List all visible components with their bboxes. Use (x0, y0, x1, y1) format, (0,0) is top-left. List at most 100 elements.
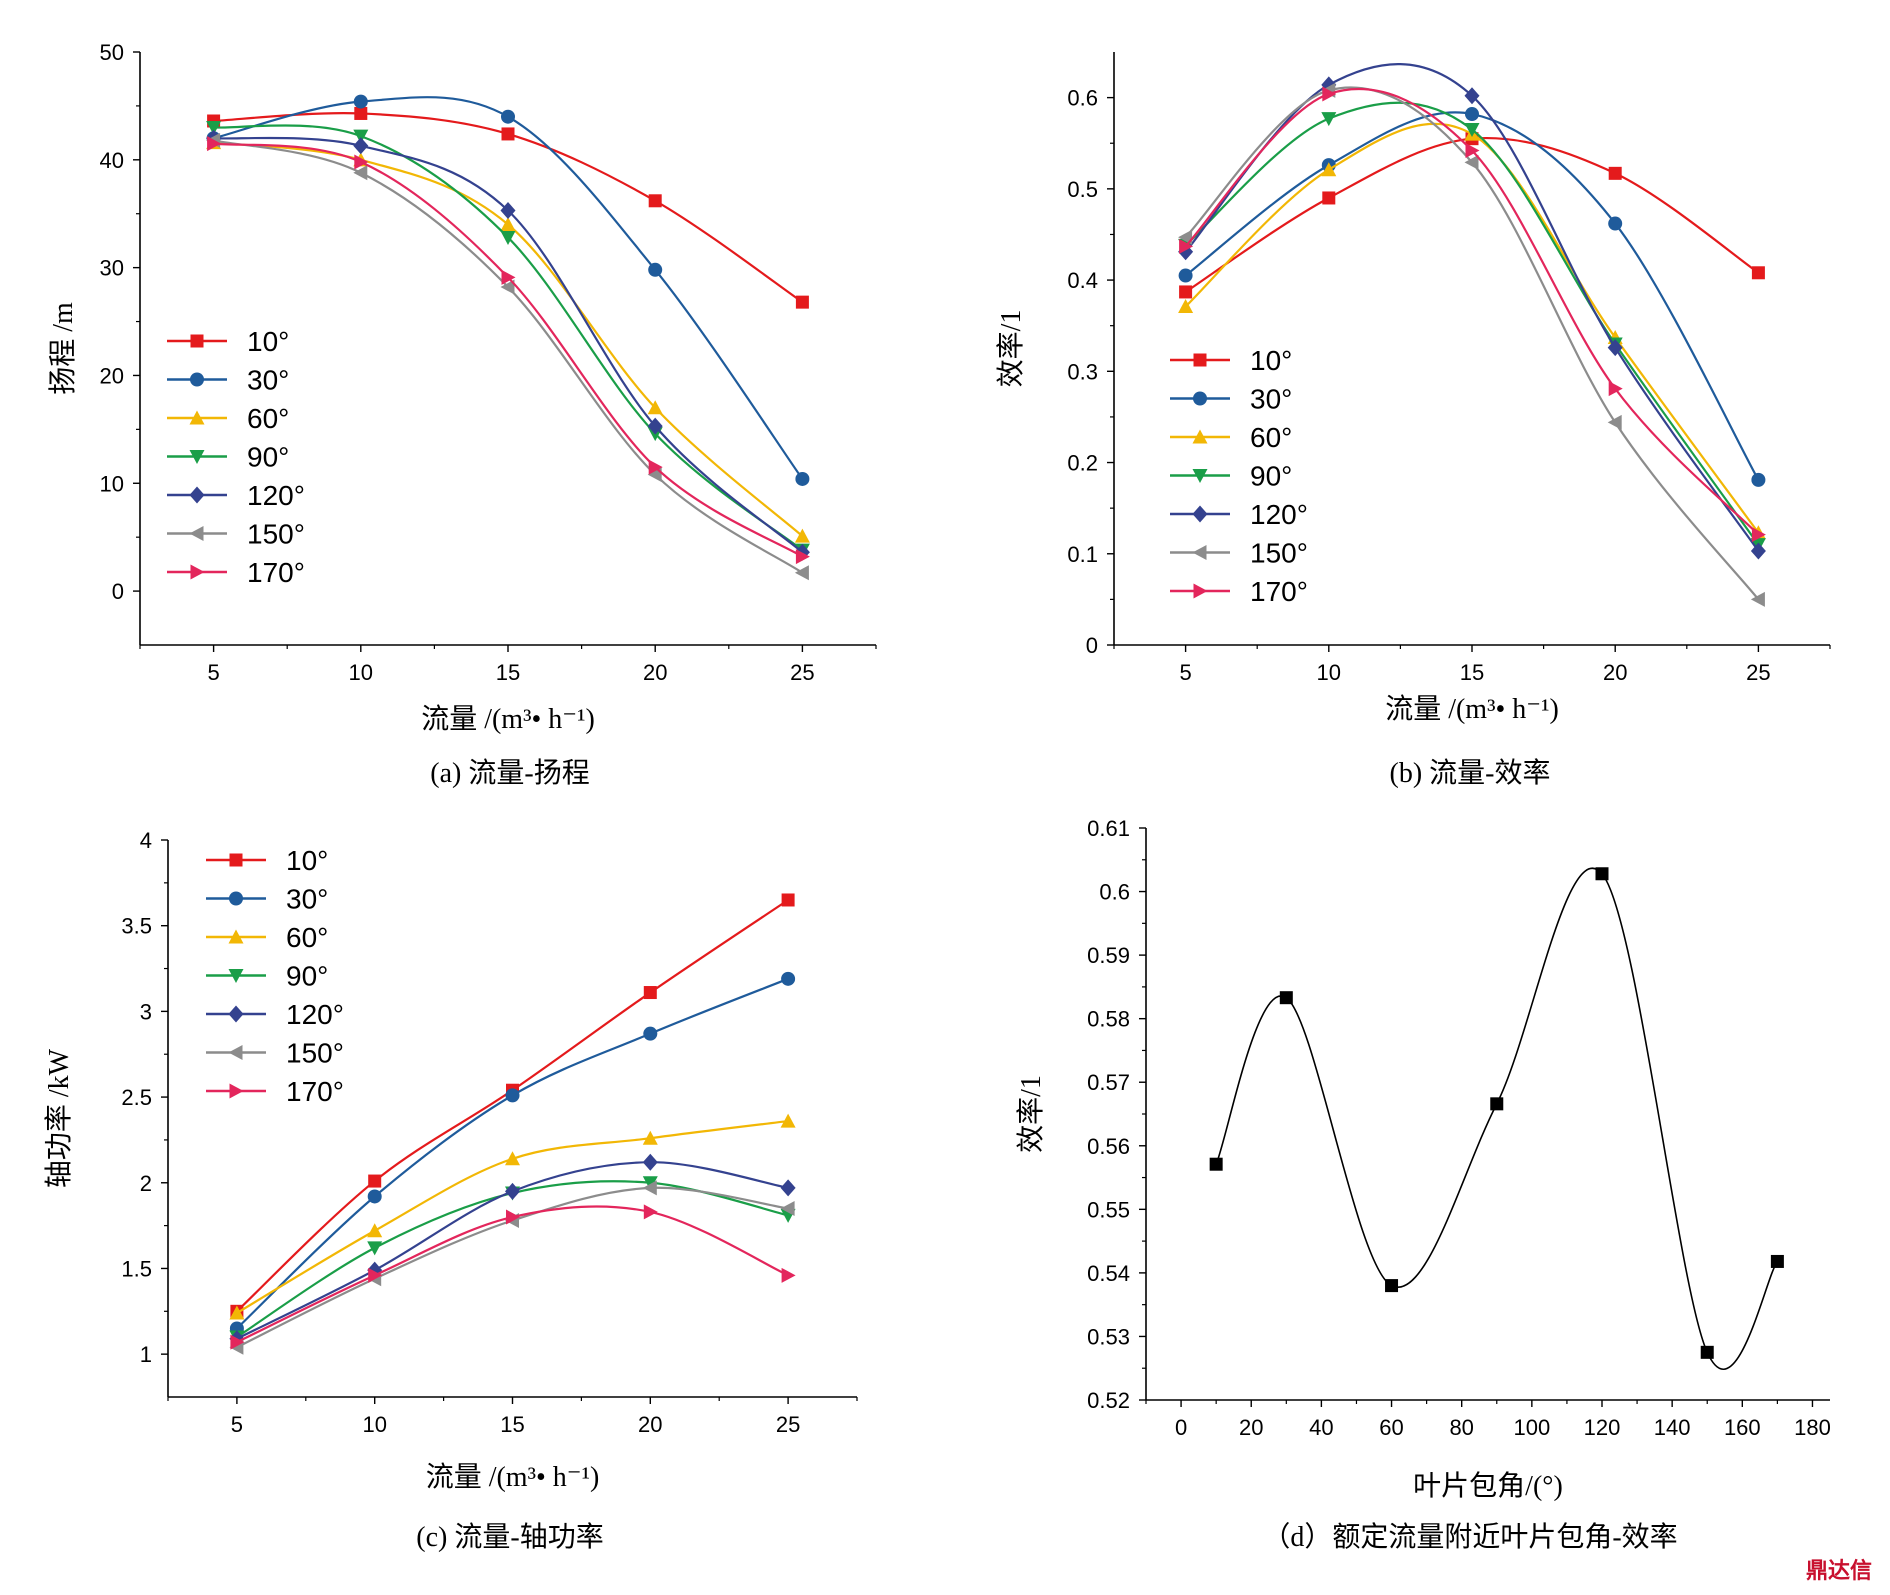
data-point (368, 1174, 382, 1188)
y-tick-label: 3 (140, 999, 152, 1024)
legend-marker (228, 929, 244, 944)
data-point (1608, 216, 1623, 231)
data-point (1385, 1279, 1399, 1293)
data-point (648, 194, 662, 208)
legend-label: 30° (286, 884, 328, 915)
legend-marker (228, 1045, 243, 1060)
data-point (643, 1026, 658, 1041)
data-point (648, 459, 663, 475)
data-point (781, 971, 796, 986)
series-150deg: 150° (167, 132, 809, 581)
data-point (781, 893, 795, 907)
legend-marker (1192, 469, 1208, 483)
x-tick-label: 60 (1379, 1415, 1403, 1440)
series-line (1184, 87, 1760, 536)
data-point (230, 1334, 245, 1350)
x-tick-label: 120 (1584, 1415, 1621, 1440)
x-tick-label: 25 (790, 660, 814, 685)
data-point (229, 1305, 245, 1320)
chart-c: 1 1.5 2 2.5 3 3.5 4 5 10 15 20 25 流量 /(m³• h⁻¹) 轴功率 /… (43, 828, 858, 1553)
series-efficiency (1209, 867, 1784, 1371)
legend-marker (228, 1005, 244, 1023)
series-line (213, 136, 804, 554)
data-point (353, 94, 368, 109)
legend-marker (1193, 391, 1207, 406)
data-point (1608, 166, 1622, 180)
chart-b: 0 0.1 0.2 0.3 0.4 0.5 0.6 5 10 15 20 25 流量 /(m³• h⁻¹… (995, 52, 1831, 789)
y-tick-label: 0.54 (1087, 1261, 1130, 1286)
data-point (795, 295, 809, 309)
legend-label: 150° (286, 1038, 344, 1069)
data-point (206, 120, 222, 135)
data-point (1321, 162, 1337, 177)
data-point (505, 1151, 520, 1166)
legend-label: 90° (286, 961, 328, 992)
legend-label: 30° (247, 365, 289, 396)
chart-caption: (c) 流量-轴功率 (416, 1521, 603, 1553)
data-point (1607, 414, 1622, 430)
data-point (367, 1223, 383, 1238)
data-point (500, 230, 516, 245)
y-tick-label: 40 (100, 148, 124, 173)
data-point (1700, 1345, 1714, 1359)
x-tick-label: 80 (1449, 1415, 1473, 1440)
x-tick-label: 10 (349, 660, 373, 685)
data-point (506, 1209, 520, 1225)
data-point (780, 1113, 796, 1128)
watermark-logo: 鼎达信 (1805, 1559, 1872, 1584)
series-120deg: 120° (206, 999, 796, 1348)
x-tick-label: 5 (231, 1412, 243, 1437)
series-line (1215, 867, 1779, 1371)
data-point (647, 417, 663, 435)
y-tick-label: 0.5 (1067, 177, 1098, 202)
data-point (367, 1189, 382, 1204)
data-point (642, 1153, 658, 1171)
data-point (642, 1180, 657, 1196)
series-60deg: 60° (206, 922, 796, 1320)
x-tick-label: 25 (1746, 660, 1770, 685)
x-tick-label: 160 (1724, 1415, 1761, 1440)
y-axis-label: 效率/1 (1015, 1075, 1047, 1153)
series-170deg: 170° (167, 136, 810, 588)
data-point (1750, 591, 1765, 607)
legend-label: 60° (1250, 422, 1292, 453)
legend-label: 60° (247, 403, 289, 434)
y-tick-label: 0 (112, 579, 124, 604)
legend-label: 90° (1250, 461, 1292, 492)
data-point (353, 165, 368, 181)
y-axis-label: 轴功率 /kW (43, 1048, 75, 1188)
y-tick-label: 3.5 (121, 914, 152, 939)
legend-marker (228, 969, 244, 983)
data-point (1464, 154, 1479, 170)
data-point (648, 262, 663, 277)
series-line (213, 141, 804, 537)
x-tick-label: 10 (1317, 660, 1341, 685)
data-point (354, 154, 369, 170)
y-tick-label: 0.6 (1067, 86, 1098, 111)
data-point (1595, 867, 1609, 881)
legend-label: 10° (247, 326, 289, 357)
data-point (501, 269, 516, 285)
y-tick-label: 0.4 (1067, 268, 1098, 293)
x-tick-label: 5 (1179, 660, 1191, 685)
data-point (1750, 542, 1766, 560)
x-tick-label: 20 (643, 660, 667, 685)
legend-marker (190, 564, 205, 580)
legend-marker (190, 334, 204, 348)
x-tick-label: 5 (207, 660, 219, 685)
x-axis-label: 流量 /(m³• h⁻¹) (426, 1461, 600, 1493)
data-point (501, 109, 515, 124)
data-point (781, 1267, 796, 1283)
data-point (1178, 299, 1194, 314)
legend-marker (189, 450, 205, 464)
y-tick-label: 0.53 (1087, 1324, 1130, 1349)
data-point (794, 528, 810, 543)
series-line (213, 124, 804, 551)
y-tick-label: 0.59 (1087, 943, 1130, 968)
data-point (368, 1267, 383, 1283)
series-10deg: 10° (1170, 132, 1765, 376)
x-tick-label: 10 (362, 1412, 386, 1437)
data-point (367, 1241, 383, 1256)
x-tick-label: 180 (1794, 1415, 1831, 1440)
data-point (1178, 229, 1193, 245)
